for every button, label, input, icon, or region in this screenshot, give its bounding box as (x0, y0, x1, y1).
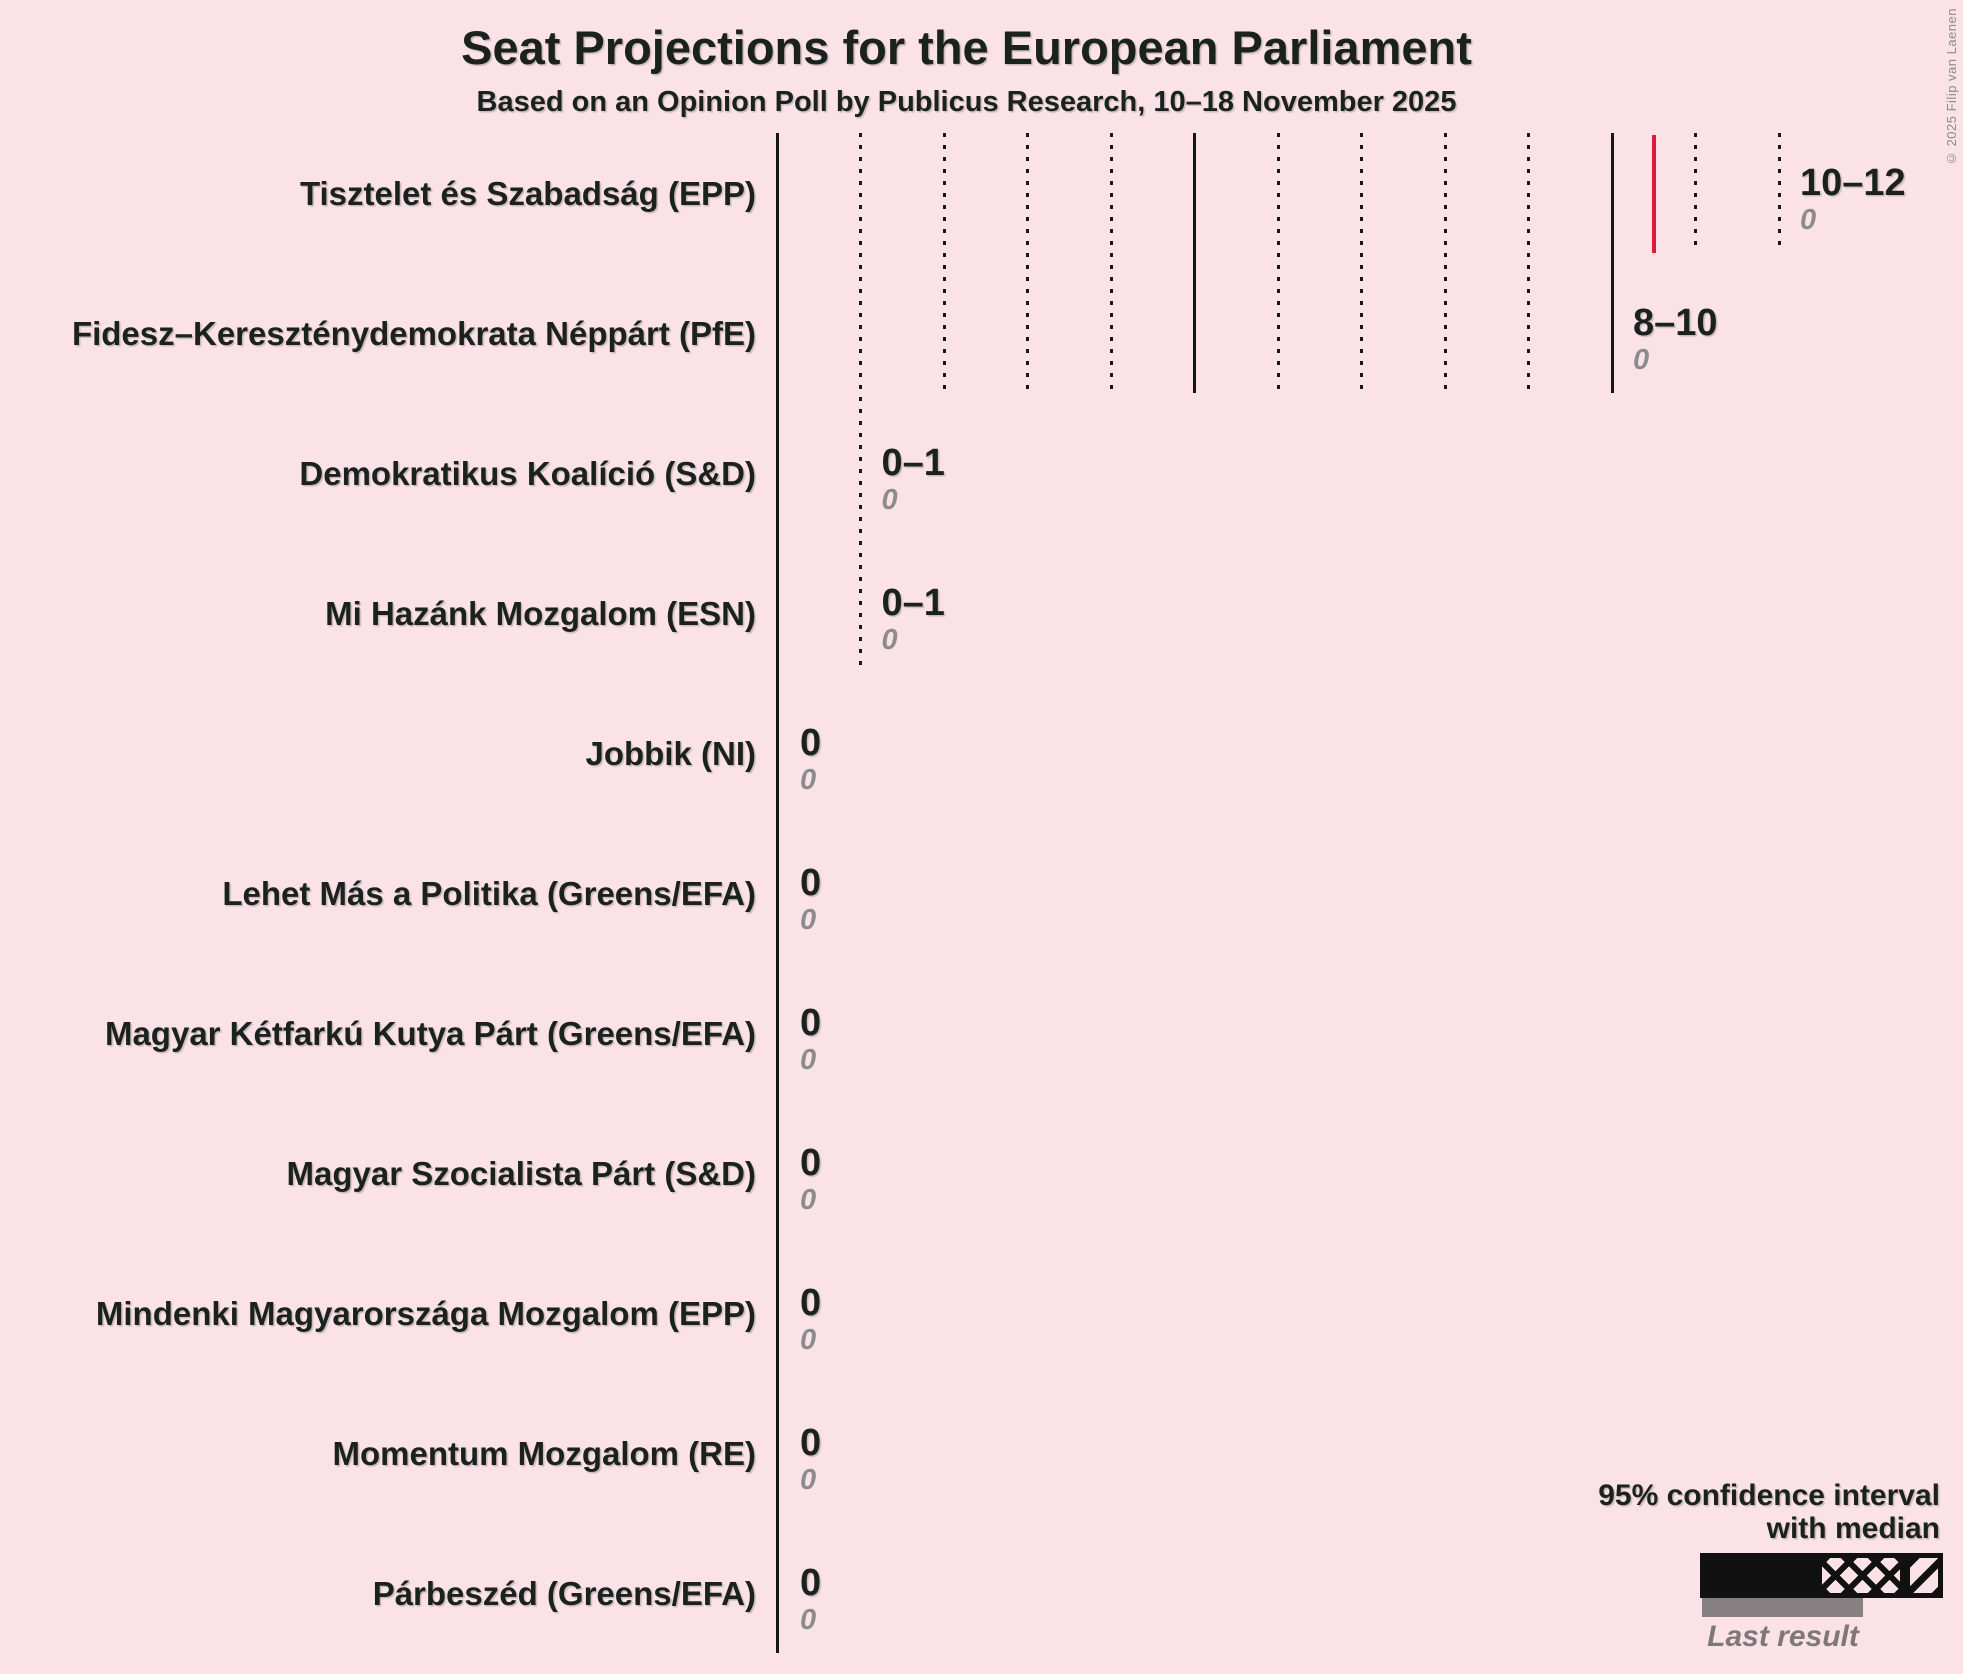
legend-ci-crosshatch-segment (1822, 1553, 1905, 1598)
median-line (1651, 135, 1656, 253)
copyright-note: © 2025 Filip van Laenen (1944, 8, 1959, 167)
gridline-6 (1276, 133, 1280, 393)
last-result-value-label: 0 (881, 624, 898, 656)
ci-value-label: 10–12 (1800, 162, 1906, 204)
legend-ci-bar (1700, 1553, 1943, 1598)
party-label: Fidesz–Kereszténydemokrata Néppárt (PfE) (71, 315, 756, 352)
party-label: Demokratikus Koalíció (S&D) (299, 455, 756, 492)
ci-diagonal-segment (1696, 142, 1780, 225)
party-label: Tisztelet és Szabadság (EPP) (299, 175, 756, 212)
legend-last-result-bar (1702, 1598, 1863, 1617)
gridline-7 (1360, 133, 1363, 393)
party-label: Mindenki Magyarországa Mozgalom (EPP) (95, 1295, 756, 1332)
ci-value-label: 0 (800, 1562, 822, 1604)
legend-ci-label-line2: with median (1766, 1512, 1940, 1545)
ci-value-label: 0 (800, 862, 822, 904)
ci-crosshatch-segment (1445, 282, 1529, 365)
party-label: Momentum Mozgalom (RE) (332, 1435, 756, 1472)
gridline-4 (1109, 133, 1113, 393)
party-label: Jobbik (NI) (585, 735, 757, 772)
ci-solid-segment (777, 282, 1445, 365)
gridline-2 (942, 133, 946, 393)
ci-value-label: 8–10 (1633, 302, 1718, 344)
legend-ci-solid-segment (1700, 1553, 1822, 1598)
ci-value-label: 0–1 (881, 442, 945, 484)
last-result-value-label: 0 (800, 1604, 817, 1636)
chart-subtitle: Based on an Opinion Poll by Publicus Res… (476, 86, 1457, 118)
ci-crosshatch-segment (777, 422, 861, 505)
ci-diagonal-segment (777, 562, 861, 645)
ci-value-label: 0 (800, 1282, 822, 1324)
last-result-value-label: 0 (800, 1324, 817, 1356)
party-label: Mi Hazánk Mozgalom (ESN) (325, 595, 756, 632)
last-result-value-label: 0 (1633, 344, 1650, 376)
legend-last-result-label: Last result (1707, 1620, 1859, 1653)
gridline-8 (1443, 133, 1447, 393)
party-label: Párbeszéd (Greens/EFA) (372, 1575, 756, 1612)
chart-title: Seat Projections for the European Parlia… (461, 21, 1472, 74)
gridline-5 (1193, 133, 1196, 393)
ci-value-label: 0 (800, 1422, 822, 1464)
party-label: Magyar Kétfarkú Kutya Párt (Greens/EFA) (104, 1015, 756, 1052)
last-result-value-label: 0 (800, 1184, 817, 1216)
gridline-1 (859, 133, 862, 673)
last-result-value-label: 0 (800, 1044, 817, 1076)
last-result-value-label: 0 (800, 1464, 817, 1496)
ci-value-label: 0 (800, 1142, 822, 1184)
ci-value-label: 0 (800, 722, 822, 764)
last-result-value-label: 0 (1800, 204, 1817, 236)
last-result-value-label: 0 (800, 764, 817, 796)
gridline-9 (1527, 133, 1530, 393)
ci-value-label: 0–1 (881, 582, 945, 624)
legend-ci-label-line1: 95% confidence interval (1598, 1479, 1940, 1512)
ci-value-label: 0 (800, 1002, 822, 1044)
party-label: Lehet Más a Politika (Greens/EFA) (222, 875, 756, 912)
ci-diagonal-segment (1529, 282, 1613, 365)
gridline-10 (1610, 133, 1614, 393)
ci-solid-segment (777, 142, 1612, 225)
party-label: Magyar Szocialista Párt (S&D) (286, 1155, 756, 1192)
last-result-value-label: 0 (800, 904, 817, 936)
gridline-12 (1777, 133, 1781, 253)
legend-ci-diagonal-segment (1905, 1553, 1943, 1598)
x-axis-zero-line (775, 133, 779, 1653)
gridline-3 (1026, 133, 1029, 393)
last-result-value-label: 0 (881, 484, 898, 516)
gridline-11 (1694, 133, 1697, 253)
